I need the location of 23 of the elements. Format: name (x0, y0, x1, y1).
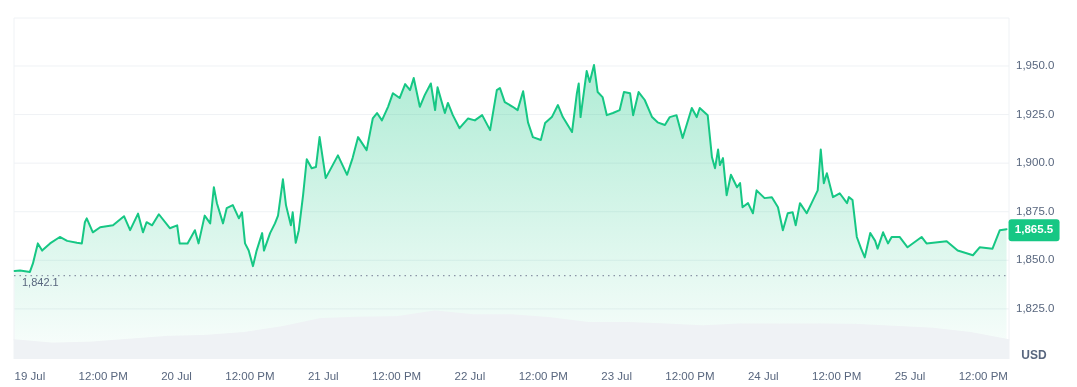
x-tick-label: 12:00 PM (518, 370, 568, 383)
x-tick-label: 20 Jul (161, 370, 192, 383)
annotation: 1,865.5 (1014, 223, 1054, 236)
ref-line-label: 1,842.1 (22, 275, 59, 288)
y-tick-label: 1,825.0 (1016, 301, 1055, 314)
y-tick-label: 1,950.0 (1016, 59, 1055, 72)
x-tick-label: 24 Jul (747, 370, 779, 383)
x-tick-label: 12:00 PM (78, 370, 128, 383)
x-tick-label: 25 Jul (894, 370, 926, 383)
x-tick-label: 12:00 PM (958, 370, 1008, 383)
x-tick-label: 22 Jul (454, 370, 486, 383)
x-tick-label: 12:00 PM (665, 370, 715, 383)
y-tick-label: 1,875.0 (1016, 204, 1055, 217)
x-tick-label: 21 Jul (307, 370, 339, 383)
x-tick-label: 23 Jul (601, 370, 632, 383)
x-tick-label: 12:00 PM (225, 370, 275, 383)
x-tick-label: 12:00 PM (371, 370, 422, 383)
x-tick-label: 19 Jul (14, 370, 46, 383)
y-axis-title: USD (1021, 348, 1047, 363)
x-tick-label: 12:00 PM (812, 370, 862, 383)
y-tick-label: 1,925.0 (1016, 107, 1055, 120)
y-tick-label: 1,850.0 (1016, 253, 1055, 266)
y-tick-label: 1,900.0 (1016, 156, 1055, 169)
